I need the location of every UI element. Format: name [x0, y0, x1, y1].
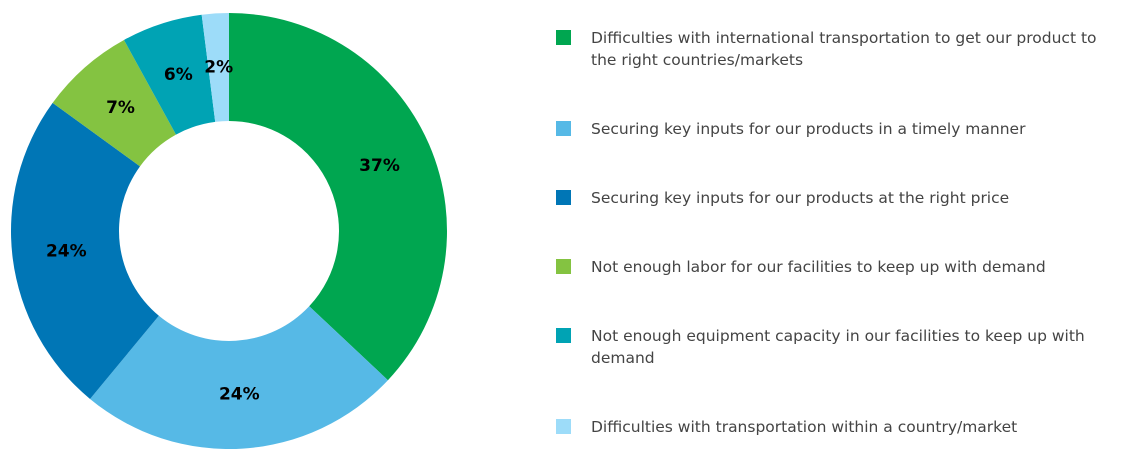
legend-swatch [556, 30, 571, 45]
slice [229, 13, 447, 381]
slice [52, 39, 177, 167]
value-label: 7% [106, 98, 135, 118]
slice [201, 13, 229, 122]
legend-item: Not enough labor for our facilities to k… [556, 256, 1116, 278]
slice [10, 102, 159, 399]
legend: Difficulties with international transpor… [556, 27, 1116, 438]
legend-swatch [556, 190, 571, 205]
legend-label: Difficulties with international transpor… [591, 29, 1097, 69]
legend-item: Securing key inputs for our products in … [556, 118, 1116, 140]
legend-label: Not enough labor for our facilities to k… [591, 258, 1046, 276]
legend-item: Securing key inputs for our products at … [556, 187, 1116, 209]
legend-swatch [556, 259, 571, 274]
legend-swatch [556, 328, 571, 343]
legend-label: Securing key inputs for our products at … [591, 189, 1010, 207]
legend-item: Difficulties with international transpor… [556, 27, 1116, 71]
value-label: 24% [46, 242, 87, 262]
legend-label: Difficulties with transportation within … [591, 418, 1018, 436]
legend-item: Difficulties with transportation within … [556, 416, 1116, 438]
value-label: 37% [359, 156, 400, 176]
legend-item: Not enough equipment capacity in our fac… [556, 325, 1116, 369]
legend-label: Not enough equipment capacity in our fac… [591, 327, 1085, 367]
slice [90, 306, 388, 449]
legend-swatch [556, 419, 571, 434]
legend-swatch [556, 121, 571, 136]
value-label: 2% [204, 57, 233, 77]
value-label: 6% [164, 65, 193, 85]
legend-label: Securing key inputs for our products in … [591, 120, 1026, 138]
donut: 37% 24% 24% 7% 6% 2% [10, 13, 447, 449]
slice [123, 14, 216, 135]
value-label: 24% [219, 385, 260, 405]
